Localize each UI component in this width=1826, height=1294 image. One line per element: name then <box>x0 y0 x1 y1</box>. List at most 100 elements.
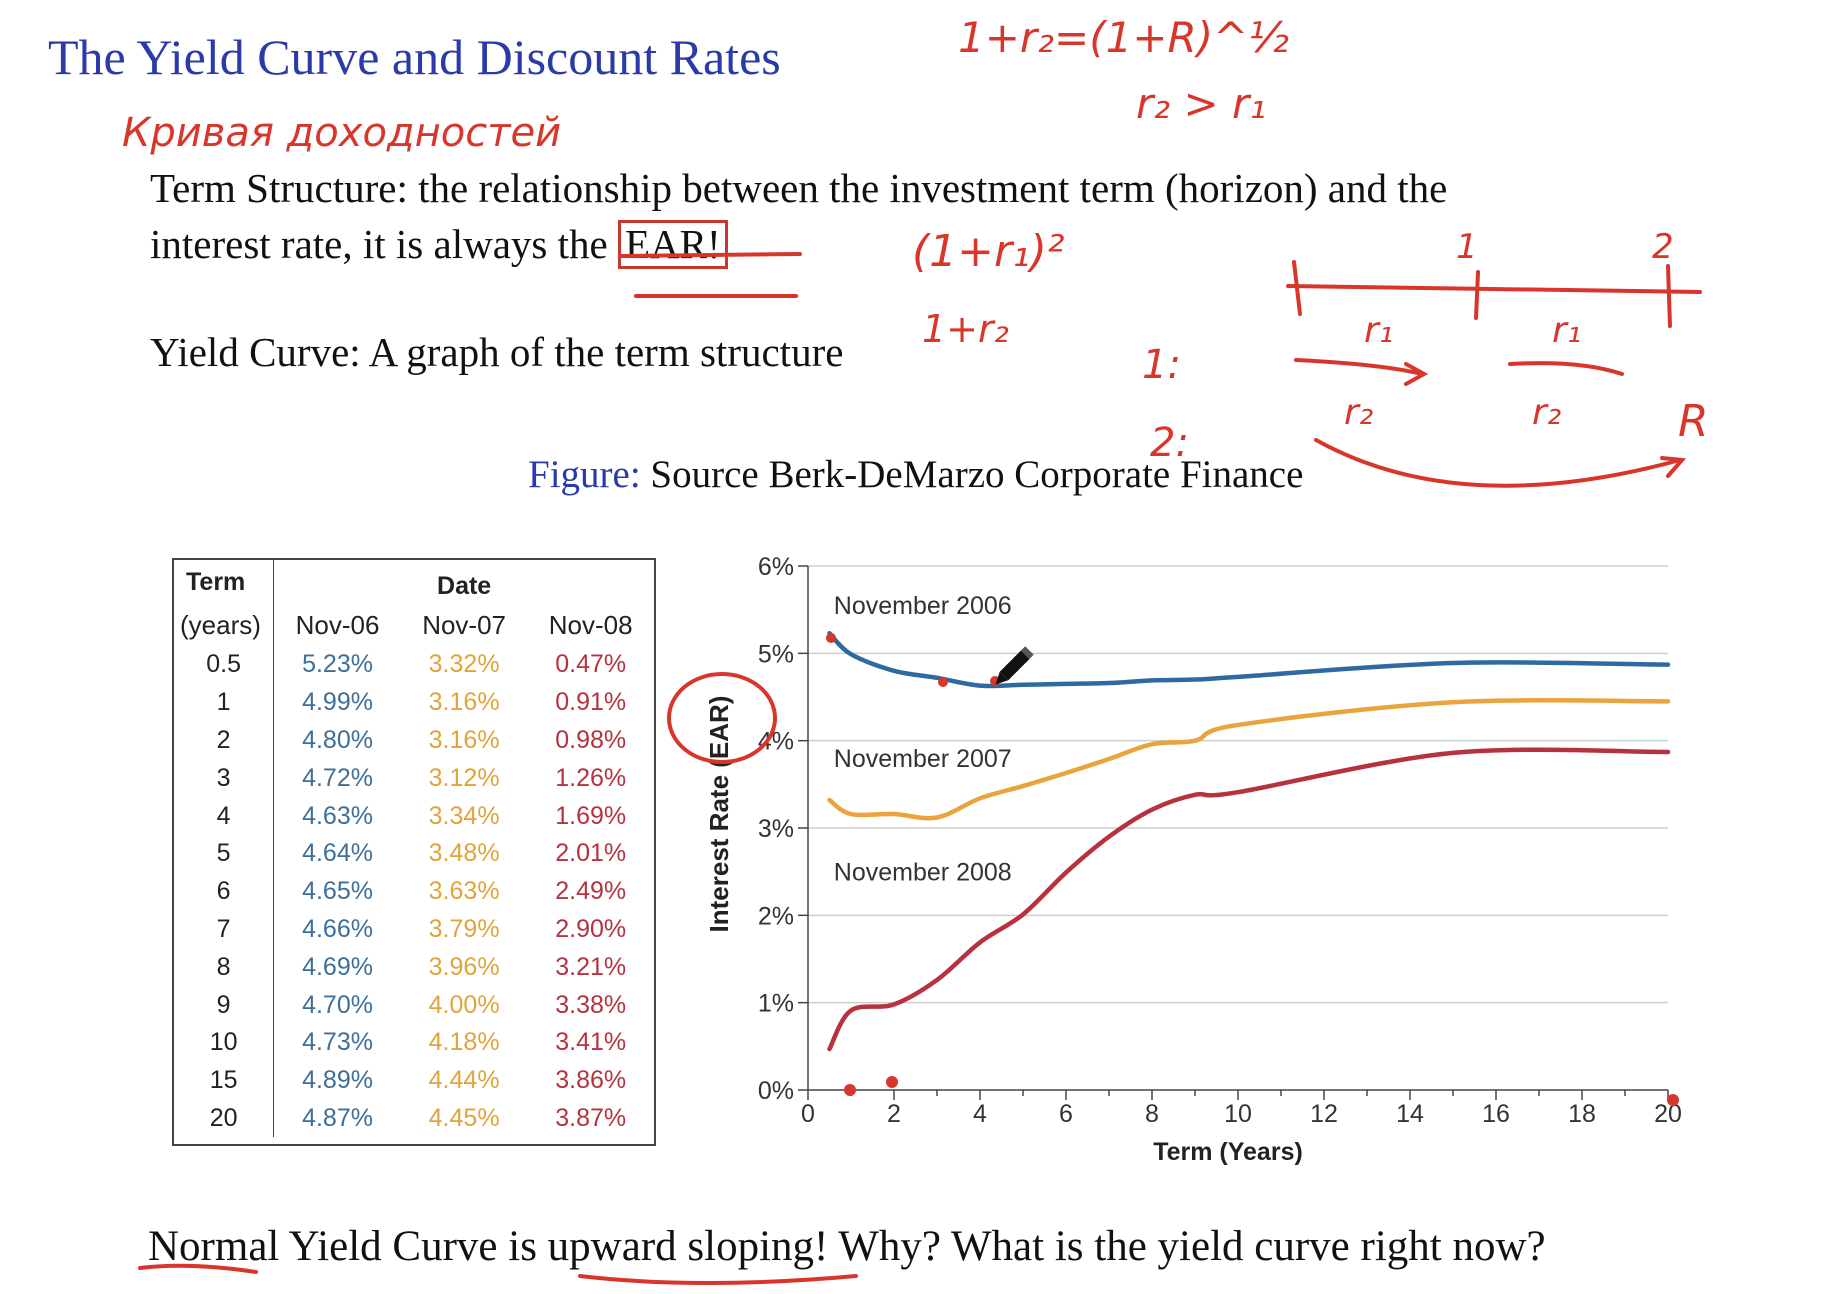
term-cell: 10 <box>174 1023 275 1062</box>
rate-cell: 4.89% <box>302 1066 373 1095</box>
rate-cell: 4.72% <box>302 763 373 792</box>
rate-cell: 4.69% <box>302 952 373 981</box>
term-cell: 6 <box>174 872 275 911</box>
rate-cell: 3.63% <box>428 877 500 906</box>
table-row: 2 4.80% 3.16% 0.98% <box>174 721 654 760</box>
x-tick-label: 14 <box>1396 1100 1424 1128</box>
rate-cell: 3.34% <box>428 801 500 830</box>
term-header: Term <box>174 560 275 604</box>
table-row: 3 4.72% 3.12% 1.26% <box>174 759 654 798</box>
table-row: 8 4.69% 3.96% 3.21% <box>174 948 654 987</box>
date-header: Date <box>437 571 492 600</box>
term-cell: 3 <box>174 759 275 798</box>
rate-cell: 4.66% <box>302 914 373 943</box>
x-tick-label: 0 <box>801 1100 815 1128</box>
rate-cell: 3.48% <box>428 839 500 868</box>
term-cell: 7 <box>174 910 275 949</box>
rate-cell: 4.63% <box>302 801 373 830</box>
rate-cell: 2.01% <box>555 839 627 868</box>
table-row: 20 4.87% 4.45% 3.87% <box>174 1099 654 1138</box>
rate-cell: 3.16% <box>428 688 500 717</box>
column-header: Nov-06 <box>295 609 380 640</box>
table-row: 0.5 5.23% 3.32% 0.47% <box>174 646 654 684</box>
term-cell: 1 <box>174 683 275 722</box>
yield-table: Term Date (years) Nov-06 Nov-07 Nov-08 0… <box>172 558 656 1146</box>
series-line <box>827 698 1671 821</box>
series-line <box>827 747 1671 1052</box>
y-tick-label: 6% <box>758 553 794 581</box>
y-tick-label: 1% <box>758 990 794 1018</box>
table-row: 7 4.66% 3.79% 2.90% <box>174 910 654 949</box>
table-row: 5 4.64% 3.48% 2.01% <box>174 834 654 873</box>
rate-cell: 4.73% <box>302 1028 373 1057</box>
term-cell: 9 <box>174 986 275 1024</box>
term-cell: 5 <box>174 834 275 873</box>
rate-cell: 4.87% <box>302 1103 373 1132</box>
table-row: 15 4.89% 4.44% 3.86% <box>174 1061 654 1100</box>
x-tick-label: 16 <box>1482 1100 1510 1128</box>
term-structure-line-2-text: interest rate, it is always the <box>150 221 608 267</box>
rate-cell: 4.70% <box>302 990 373 1019</box>
y-tick-label: 2% <box>758 902 794 930</box>
x-tick-label: 8 <box>1145 1100 1159 1128</box>
yield-curve-definition: Yield Curve: A graph of the term structu… <box>150 329 844 375</box>
rate-cell: 3.79% <box>428 914 500 943</box>
ear-emphasis: EAR! <box>617 220 728 270</box>
rate-cell: 1.69% <box>555 801 627 830</box>
x-tick-label: 10 <box>1224 1100 1252 1128</box>
term-structure-line-1: Term Structure: the relationship between… <box>150 165 1448 211</box>
rate-cell: 0.91% <box>555 688 627 717</box>
rate-cell: 0.98% <box>555 725 627 754</box>
y-tick-label: 3% <box>758 815 794 843</box>
figure-source: Source Berk-DeMarzo Corporate Finance <box>650 453 1304 496</box>
rate-cell: 5.23% <box>302 650 373 679</box>
term-cell: 8 <box>174 948 275 987</box>
rate-cell: 3.86% <box>555 1066 627 1095</box>
chart-text: 0% 1% 2% 3% 4% 5% 6% 0 2 4 6 8 10 12 14 16 18 20 November … <box>758 553 1682 1128</box>
rate-cell: 1.26% <box>555 763 627 792</box>
rate-cell: 2.90% <box>555 914 627 943</box>
term-structure-line-2: interest rate, it is always the EAR! <box>150 220 728 270</box>
rate-cell: 3.21% <box>555 952 627 981</box>
chart-grid <box>808 565 1668 1004</box>
x-tick-label: 18 <box>1568 1100 1596 1128</box>
table-row: 6 4.65% 3.63% 2.49% <box>174 872 654 911</box>
figure-label: Figure: <box>528 453 641 496</box>
rate-cell: 4.18% <box>428 1028 500 1057</box>
rate-cell: 4.80% <box>302 725 373 754</box>
table-row: 1 4.99% 3.16% 0.91% <box>174 683 654 722</box>
column-header: Nov-08 <box>548 609 633 640</box>
rate-cell: 4.44% <box>428 1066 500 1095</box>
rate-cell: 2.49% <box>555 877 627 906</box>
table-row: 10 4.73% 4.18% 3.41% <box>174 1023 654 1062</box>
chart-series-lines <box>827 630 1671 1052</box>
rate-cell: 3.96% <box>428 952 500 981</box>
rate-cell: 3.16% <box>428 725 500 754</box>
term-cell: 15 <box>174 1061 275 1100</box>
rate-cell: 3.38% <box>555 990 627 1019</box>
y-tick-label: 5% <box>758 640 794 668</box>
table-row: 9 4.70% 4.00% 3.38% <box>174 986 654 1024</box>
chart-axes <box>798 565 1669 1100</box>
x-tick-label: 6 <box>1059 1100 1073 1128</box>
rate-cell: 3.32% <box>428 650 500 679</box>
y-tick-label: 0% <box>758 1077 794 1105</box>
bottom-question: Normal Yield Curve is upward sloping! Wh… <box>148 1223 1546 1270</box>
rate-cell: 4.64% <box>302 839 373 868</box>
slide-title: The Yield Curve and Discount Rates <box>48 29 781 85</box>
rate-cell: 4.45% <box>428 1103 500 1132</box>
table-row: 4 4.63% 3.34% 1.69% <box>174 797 654 835</box>
x-tick-label: 12 <box>1310 1100 1338 1128</box>
rate-cell: 3.41% <box>555 1028 627 1057</box>
series-label: November 2008 <box>834 858 1012 886</box>
series-line <box>827 630 1671 689</box>
x-tick-label: 4 <box>973 1100 987 1128</box>
term-cell: 2 <box>174 721 275 760</box>
term-cell: 20 <box>174 1099 275 1138</box>
x-tick-label: 20 <box>1654 1100 1682 1128</box>
x-axis-label: Term (Years) <box>1153 1138 1303 1166</box>
rate-cell: 4.65% <box>302 877 373 906</box>
series-label: November 2006 <box>834 592 1012 620</box>
y-axis-label: Interest Rate (EAR) <box>704 696 734 933</box>
